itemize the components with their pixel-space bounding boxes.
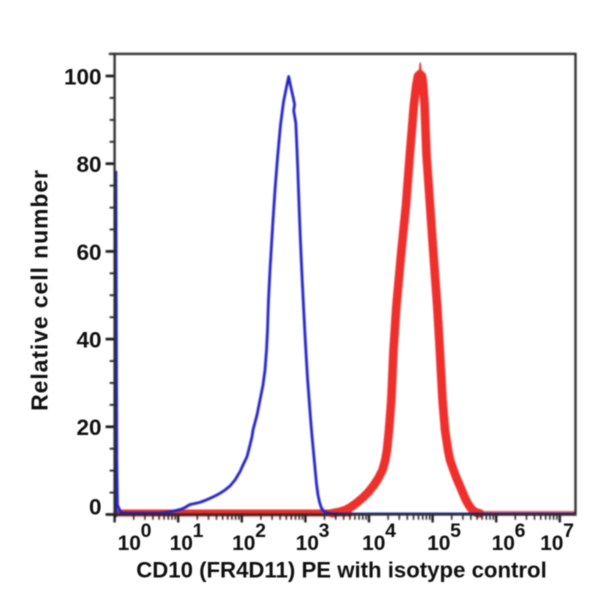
svg-text:10: 10 [492,532,515,555]
svg-text:10: 10 [296,532,319,555]
svg-text:10: 10 [427,532,450,555]
svg-text:1: 1 [193,520,204,542]
svg-text:10: 10 [118,532,141,555]
svg-text:10: 10 [232,532,255,555]
svg-text:6: 6 [515,520,526,542]
svg-text:4: 4 [385,520,396,542]
svg-text:Relative cell number: Relative cell number [27,169,53,411]
svg-text:3: 3 [319,520,330,542]
svg-text:40: 40 [76,328,101,353]
svg-text:2: 2 [255,520,266,542]
svg-text:CD10 (FR4D11) PE with isotype: CD10 (FR4D11) PE with isotype control [136,558,547,583]
svg-text:0: 0 [141,520,152,542]
svg-text:10: 10 [170,532,193,555]
svg-text:7: 7 [563,520,574,542]
svg-text:60: 60 [76,240,101,265]
svg-text:10: 10 [540,532,563,555]
svg-text:0: 0 [89,495,102,520]
svg-text:20: 20 [76,415,101,440]
svg-text:5: 5 [450,520,461,542]
svg-text:10: 10 [362,532,385,555]
svg-text:80: 80 [76,152,101,177]
svg-text:100: 100 [64,65,102,90]
